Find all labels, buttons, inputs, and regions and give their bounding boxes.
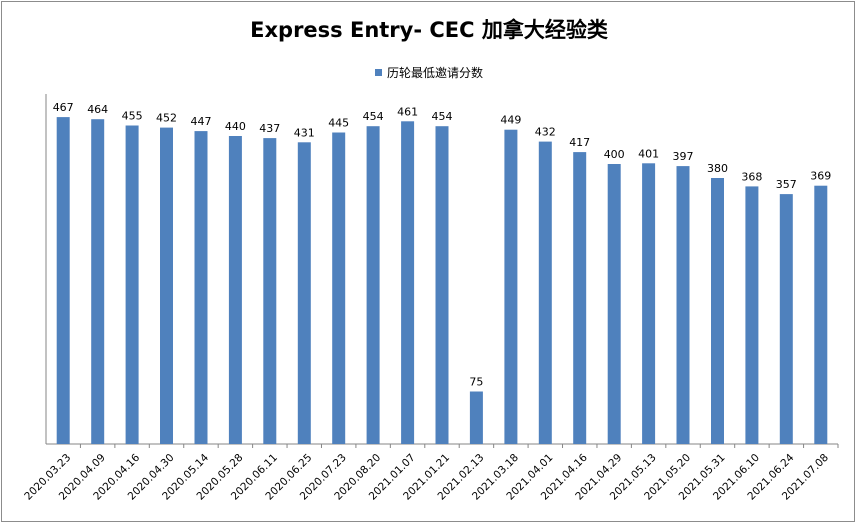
- bar: [366, 126, 380, 444]
- bar: [125, 125, 139, 444]
- bar: [607, 164, 621, 444]
- bar: [711, 178, 724, 444]
- bar: [745, 186, 759, 444]
- data-label: 368: [741, 170, 762, 183]
- data-label: 447: [191, 115, 212, 128]
- data-label: 400: [604, 148, 625, 161]
- bar: [160, 127, 173, 444]
- bar: [56, 117, 70, 444]
- data-label: 431: [294, 126, 315, 139]
- bar: [228, 136, 242, 444]
- bar: [538, 141, 552, 444]
- data-label: 437: [259, 122, 280, 135]
- data-label: 454: [363, 110, 384, 123]
- data-label: 432: [535, 126, 556, 139]
- data-label: 401: [638, 147, 659, 160]
- data-label: 357: [776, 178, 797, 191]
- bar: [263, 138, 277, 444]
- bar: [332, 132, 346, 444]
- bar: [194, 131, 208, 444]
- bar: [814, 185, 828, 444]
- legend-swatch: [374, 69, 382, 76]
- bar: [297, 142, 311, 445]
- data-label: 467: [53, 101, 74, 114]
- data-label: 369: [810, 170, 831, 183]
- data-label: 440: [225, 120, 246, 133]
- bar: [435, 126, 449, 444]
- bar: [504, 129, 518, 444]
- data-label: 75: [469, 376, 483, 389]
- bar: [401, 121, 415, 445]
- legend-label: 历轮最低邀请分数: [386, 66, 483, 80]
- data-label: 455: [122, 110, 143, 123]
- legend: 历轮最低邀请分数: [0, 64, 858, 81]
- data-label: 380: [707, 162, 728, 175]
- bar: [642, 163, 656, 445]
- bar: [91, 119, 105, 444]
- bar: [779, 194, 793, 444]
- bar: [469, 391, 483, 444]
- data-label: 445: [328, 117, 349, 130]
- bar: [676, 166, 690, 444]
- bar: [573, 152, 587, 444]
- data-label: 464: [87, 103, 108, 116]
- data-label: 452: [156, 112, 177, 125]
- data-label: 449: [500, 114, 521, 127]
- data-label: 454: [432, 110, 453, 123]
- data-label: 461: [397, 105, 418, 118]
- chart-title: Express Entry- CEC 加拿大经验类: [250, 18, 608, 42]
- data-label: 397: [673, 150, 694, 163]
- data-label: 417: [569, 136, 590, 149]
